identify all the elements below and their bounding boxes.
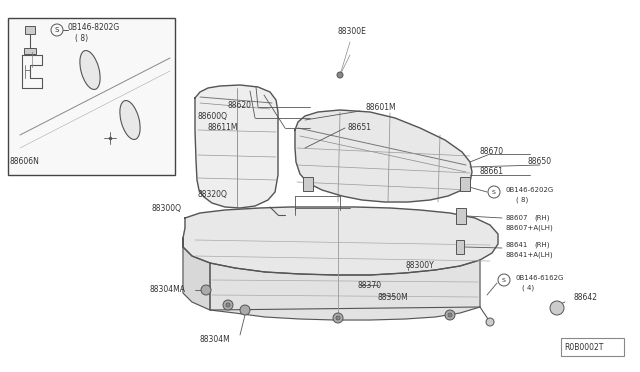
- Text: 88641+A(LH): 88641+A(LH): [505, 252, 552, 258]
- Polygon shape: [183, 207, 498, 275]
- Text: 88611M: 88611M: [207, 124, 237, 132]
- Bar: [460, 177, 470, 191]
- Bar: [456, 240, 464, 254]
- Text: 0B146-6202G: 0B146-6202G: [506, 187, 554, 193]
- Text: R0B0002T: R0B0002T: [564, 343, 604, 353]
- Circle shape: [333, 313, 343, 323]
- Circle shape: [445, 310, 455, 320]
- Circle shape: [223, 300, 233, 310]
- Text: 88370: 88370: [357, 280, 381, 289]
- Text: 88670: 88670: [480, 147, 504, 155]
- Text: (RH): (RH): [534, 215, 550, 221]
- Circle shape: [201, 285, 211, 295]
- Text: 88304MA: 88304MA: [149, 285, 185, 294]
- Circle shape: [226, 303, 230, 307]
- Text: 0B146-6162G: 0B146-6162G: [516, 275, 564, 281]
- Text: 88650: 88650: [527, 157, 551, 167]
- Bar: [8, 18, 175, 175]
- Text: 88606N: 88606N: [10, 157, 40, 167]
- Text: 88300Y: 88300Y: [405, 260, 434, 269]
- Ellipse shape: [120, 100, 140, 140]
- Text: 88620: 88620: [228, 102, 252, 110]
- Text: S: S: [492, 189, 496, 195]
- Text: 88607+A(LH): 88607+A(LH): [505, 225, 553, 231]
- Text: 88300E: 88300E: [338, 28, 367, 36]
- Text: ( 4): ( 4): [522, 285, 534, 291]
- Text: 0B146-8202G: 0B146-8202G: [68, 23, 120, 32]
- Polygon shape: [295, 110, 472, 202]
- Text: ( 8): ( 8): [75, 33, 88, 42]
- Bar: [24, 48, 36, 54]
- Text: 88607: 88607: [505, 215, 527, 221]
- Text: S: S: [55, 27, 59, 33]
- Circle shape: [240, 305, 250, 315]
- Text: 88641: 88641: [505, 242, 527, 248]
- Text: 88651: 88651: [348, 124, 372, 132]
- Circle shape: [550, 301, 564, 315]
- Polygon shape: [195, 85, 278, 208]
- Circle shape: [486, 318, 494, 326]
- Bar: [303, 177, 313, 191]
- Polygon shape: [183, 238, 210, 310]
- Text: 88350M: 88350M: [377, 292, 408, 301]
- Ellipse shape: [80, 51, 100, 89]
- Text: ( 8): ( 8): [516, 197, 528, 203]
- Text: 88661: 88661: [480, 167, 504, 176]
- Circle shape: [337, 72, 343, 78]
- Bar: [561, 338, 624, 356]
- Polygon shape: [210, 260, 480, 320]
- Text: 88320Q: 88320Q: [198, 190, 228, 199]
- Text: 88600Q: 88600Q: [198, 112, 228, 122]
- Bar: [456, 208, 466, 224]
- Bar: [25, 26, 35, 34]
- Circle shape: [448, 313, 452, 317]
- Text: 88642: 88642: [573, 294, 597, 302]
- Text: (RH): (RH): [534, 242, 550, 248]
- Text: 88601M: 88601M: [365, 103, 396, 112]
- Text: 88300Q: 88300Q: [152, 203, 182, 212]
- Circle shape: [336, 316, 340, 320]
- Text: 88304M: 88304M: [200, 336, 231, 344]
- Text: S: S: [502, 278, 506, 282]
